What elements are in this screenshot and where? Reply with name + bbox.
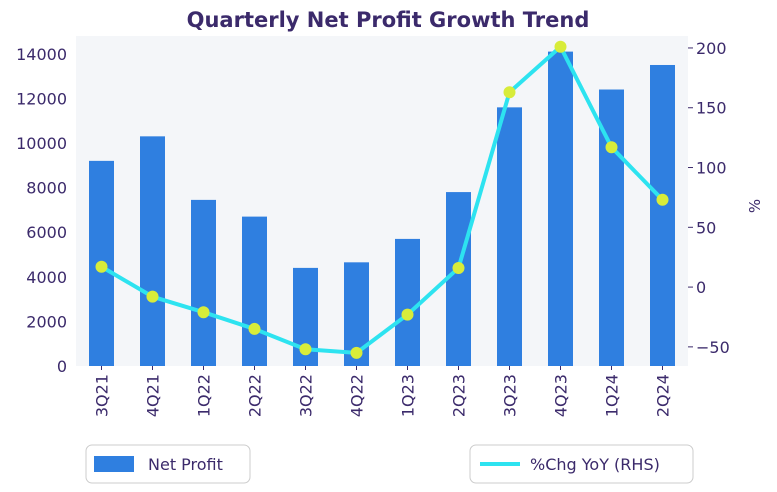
chart-title: Quarterly Net Profit Growth Trend [187, 8, 590, 32]
legend-net-profit: Net Profit [85, 444, 251, 484]
legend-chg-yoy: %Chg YoY (RHS) [469, 444, 694, 484]
bar-1Q24 [599, 89, 624, 366]
left-tick-label: 0 [57, 357, 67, 376]
x-tick-label: 3Q22 [297, 374, 316, 417]
left-axis-ticks: 0 2000 4000 6000 8000 10000 12000 14000 [16, 45, 67, 376]
x-tick-label: 2Q23 [450, 374, 469, 417]
left-tick-label: 10000 [16, 134, 67, 153]
x-tick-label: 4Q23 [552, 374, 571, 417]
x-tick-label: 2Q24 [654, 374, 673, 417]
x-tick-label: 3Q21 [93, 374, 112, 417]
yoy-point-2Q23 [452, 261, 465, 274]
yoy-line [99, 44, 665, 355]
x-tick-label: 1Q22 [195, 374, 214, 417]
right-tick-label: 50 [696, 218, 716, 237]
legend-label-chg-yoy: %Chg YoY (RHS) [530, 455, 660, 474]
x-tick-label: 3Q23 [501, 374, 520, 417]
legend-box-left [85, 444, 251, 484]
line-series [95, 40, 669, 359]
legend-swatch-bar [94, 456, 134, 472]
yoy-point-1Q22 [197, 306, 210, 319]
right-tick-label: 0 [696, 278, 706, 297]
right-tick-label: −50 [696, 338, 730, 357]
bar-3Q23 [497, 107, 522, 366]
yoy-point-3Q21 [95, 260, 108, 273]
x-tick-label: 1Q23 [399, 374, 418, 417]
x-tick-label: 4Q21 [144, 374, 163, 417]
bar-4Q21 [140, 136, 165, 366]
yoy-point-1Q23 [401, 308, 414, 321]
right-tick-label: 150 [696, 99, 727, 118]
yoy-point-2Q22 [248, 322, 261, 335]
bar-1Q23 [395, 238, 420, 366]
bar-1Q22 [191, 199, 216, 366]
yoy-point-3Q23 [503, 86, 516, 99]
legend-label-net-profit: Net Profit [148, 455, 223, 474]
x-axis-ticks: 3Q21 4Q21 1Q22 2Q22 3Q22 4Q22 1Q23 2Q23 3Q23 4Q23… [93, 366, 673, 417]
left-tick-label: 12000 [16, 89, 67, 108]
yoy-point-1Q24 [605, 141, 618, 154]
yoy-point-3Q22 [299, 343, 312, 356]
yoy-point-4Q23 [554, 40, 567, 53]
bar-4Q23 [548, 51, 573, 367]
left-tick-label: 8000 [26, 179, 67, 198]
right-tick-label: 100 [696, 159, 727, 178]
x-tick-label: 4Q22 [348, 374, 367, 417]
x-tick-label: 1Q24 [603, 374, 622, 417]
left-tick-label: 4000 [26, 268, 67, 287]
bar-2Q23 [446, 192, 471, 366]
x-tick-label: 2Q22 [246, 374, 265, 417]
left-tick-label: 2000 [26, 312, 67, 331]
yoy-point-4Q22 [350, 346, 363, 359]
yoy-point-4Q21 [146, 290, 159, 303]
yoy-point-2Q24 [656, 193, 669, 206]
right-axis-ticks: −50 0 50 100 150 200 [688, 39, 730, 357]
legend-box-right [469, 444, 694, 484]
left-tick-label: 6000 [26, 223, 67, 242]
right-tick-label: 200 [696, 39, 727, 58]
left-tick-label: 14000 [16, 45, 67, 64]
right-axis-label: % [746, 199, 764, 213]
plot-area [76, 36, 688, 366]
bar-2Q24 [650, 64, 675, 367]
bar-2Q22 [242, 216, 267, 366]
